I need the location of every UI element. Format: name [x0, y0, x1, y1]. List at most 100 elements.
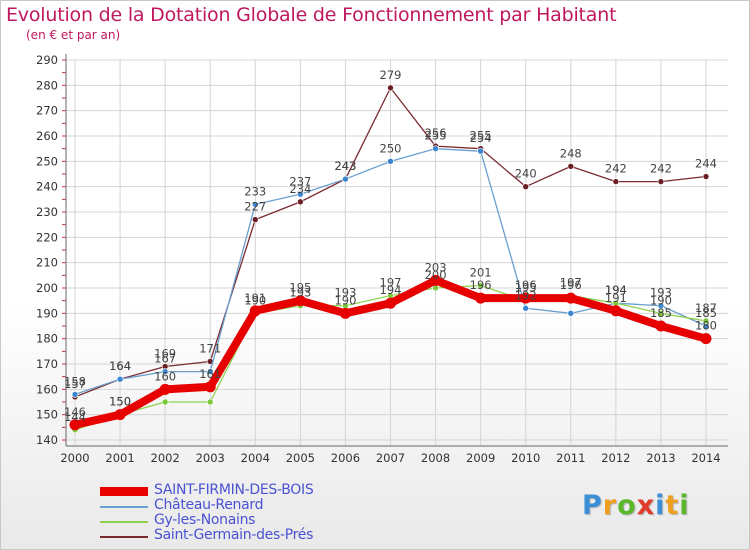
logo-letter: i	[655, 490, 666, 521]
data-point	[339, 307, 351, 319]
data-label: 244	[695, 157, 717, 171]
data-point	[71, 391, 79, 398]
data-label: 195	[289, 281, 311, 295]
data-label: 164	[109, 359, 131, 373]
data-label: 192	[515, 288, 537, 302]
y-tick-labels: 140 150 160 170 180 190 200 210 220 230 240 250 260 2…	[36, 53, 58, 447]
data-label: 242	[605, 162, 627, 176]
data-point	[69, 419, 81, 431]
data-label: 190	[334, 293, 356, 307]
data-point	[159, 383, 171, 395]
data-label: 194	[605, 283, 627, 297]
legend-label-gy-les-nonains: Gy-les-Nonains	[154, 512, 256, 528]
data-label: 157	[64, 377, 86, 391]
data-label: 187	[695, 301, 717, 315]
y-tick-label: 240	[36, 180, 58, 194]
data-label: 197	[560, 276, 582, 290]
data-label: 201	[470, 265, 492, 279]
logo-letter: x	[636, 490, 656, 521]
logo-letter: r	[602, 490, 618, 521]
y-tick-label: 250	[36, 154, 58, 168]
data-point	[522, 304, 530, 312]
x-tick-label: 2012	[601, 451, 630, 465]
y-tick-label: 220	[36, 230, 58, 244]
data-point	[612, 178, 620, 185]
y-tick-label: 150	[36, 408, 58, 422]
logo-letter: i	[679, 490, 690, 521]
legend-swatch-chateau-renard	[100, 506, 148, 508]
data-label: 190	[244, 293, 266, 307]
data-point	[249, 305, 261, 317]
legend-item-gy-les-nonains[interactable]: Gy-les-Nonains	[100, 512, 400, 529]
data-label: 191	[244, 291, 266, 305]
data-point	[206, 368, 214, 375]
data-point	[116, 375, 124, 383]
y-tick-label: 190	[36, 306, 58, 320]
x-tick-label: 2000	[60, 451, 89, 465]
x-tick-label: 2014	[691, 451, 720, 465]
data-label: 158	[64, 374, 86, 388]
data-point	[657, 178, 665, 185]
x-tick-label: 2010	[511, 451, 540, 465]
data-point	[342, 175, 349, 183]
x-tick-label: 2009	[466, 451, 495, 465]
chart-subtitle: (en € et par an)	[26, 28, 121, 42]
data-label: 254	[470, 131, 492, 145]
legend-label-saint-germain: Saint-Germain-des-Prés	[154, 527, 314, 543]
data-point	[204, 381, 216, 393]
data-point	[567, 163, 575, 170]
data-label: 250	[380, 141, 402, 155]
data-label: 160	[154, 369, 176, 383]
legend-label-saint-firmin: SAINT-FIRMIN-DES-BOIS	[154, 482, 314, 498]
data-label: 193	[289, 286, 311, 300]
data-point	[522, 183, 530, 190]
data-label: 279	[380, 68, 402, 82]
chart-title: Evolution de la Dotation Globale de Fonc…	[6, 4, 617, 26]
data-label: 191	[605, 291, 627, 305]
data-point	[610, 305, 622, 317]
data-label: 196	[560, 278, 582, 292]
data-point	[294, 295, 306, 307]
data-label: 185	[695, 306, 717, 320]
data-point	[206, 398, 214, 406]
legend-swatch-saint-firmin	[100, 487, 148, 496]
data-label: 196	[515, 278, 537, 292]
data-point	[161, 398, 169, 406]
logo-letter: P	[582, 490, 603, 521]
data-label: 196	[470, 278, 492, 292]
legend-item-saint-firmin[interactable]: SAINT-FIRMIN-DES-BOIS	[100, 482, 400, 499]
data-label: 243	[334, 159, 356, 173]
data-point	[251, 201, 259, 208]
legend-item-chateau-renard[interactable]: Château-Renard	[100, 497, 400, 514]
data-label: 190	[650, 293, 672, 307]
data-point	[520, 292, 532, 304]
x-tick-label: 2013	[646, 451, 675, 465]
x-tick-label: 2003	[196, 451, 225, 465]
y-tick-label: 180	[36, 332, 58, 346]
y-tick-label: 230	[36, 205, 58, 219]
data-point	[475, 292, 487, 304]
x-tick-label: 2007	[376, 451, 405, 465]
data-label: 150	[109, 395, 131, 409]
data-point	[657, 302, 665, 310]
y-tick-label: 140	[36, 433, 58, 447]
data-point	[432, 145, 439, 152]
data-label: 237	[289, 174, 311, 188]
x-tick-label: 2004	[241, 451, 270, 465]
data-label: 185	[650, 306, 672, 320]
x-tick-label: 2002	[151, 451, 180, 465]
data-label: 144	[64, 410, 86, 424]
legend-item-saint-germain[interactable]: Saint-Germain-des-Prés	[100, 527, 400, 544]
data-label: 146	[64, 405, 86, 419]
data-point	[567, 310, 575, 317]
y-tick-label: 280	[36, 78, 58, 92]
logo-letter: t	[665, 490, 680, 521]
y-tick-label: 260	[36, 129, 58, 143]
data-label: 164	[109, 359, 131, 373]
data-label: 193	[334, 286, 356, 300]
data-point	[430, 274, 442, 286]
x-tick-labels: 2000 2001 2002 2003 2004 2005 2006 2007 2008 2009…	[60, 451, 720, 465]
